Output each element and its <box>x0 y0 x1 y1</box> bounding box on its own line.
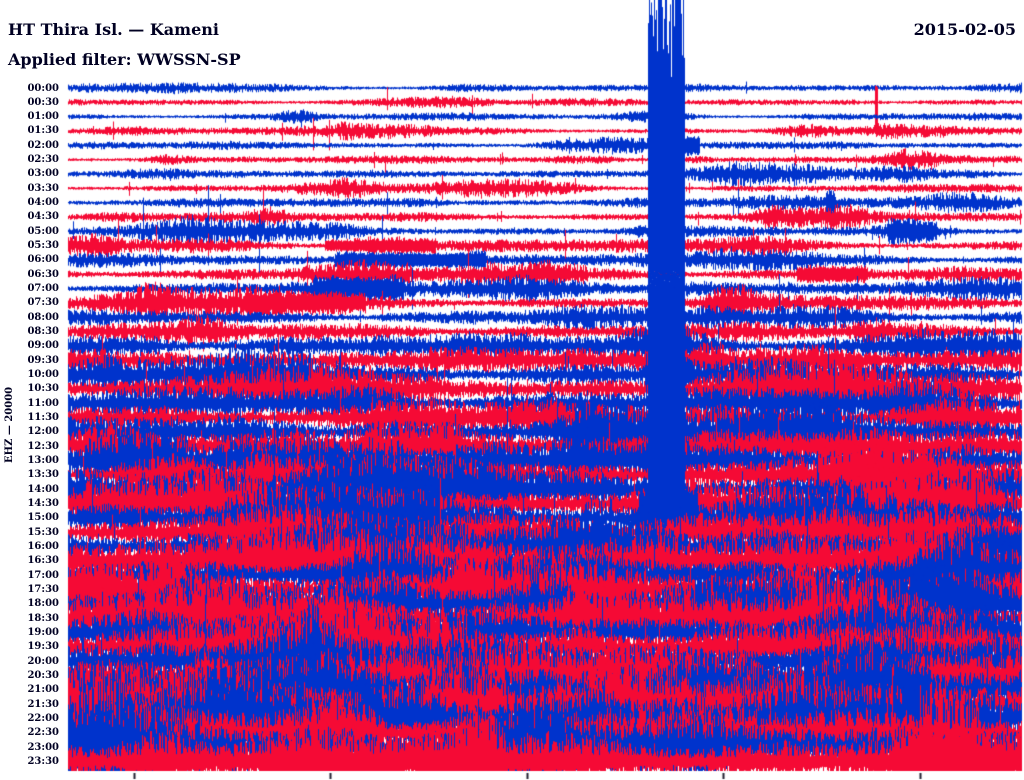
time-label: 21:00 <box>27 684 59 696</box>
time-label: 11:30 <box>27 412 59 424</box>
time-label: 14:30 <box>27 498 59 510</box>
time-label: 15:00 <box>27 512 59 524</box>
time-label: 05:30 <box>27 240 59 252</box>
time-label: 19:30 <box>27 641 59 653</box>
time-label: 19:00 <box>27 627 59 639</box>
time-label: 04:30 <box>27 211 59 223</box>
time-label: 17:00 <box>27 569 59 581</box>
time-label: 08:30 <box>27 326 59 338</box>
time-label: 12:30 <box>27 440 59 452</box>
time-label: 13:30 <box>27 469 59 481</box>
time-label: 23:00 <box>27 741 59 753</box>
time-label: 12:00 <box>27 426 59 438</box>
time-label: 13:00 <box>27 455 59 467</box>
time-label: 08:00 <box>27 311 59 323</box>
time-label: 16:00 <box>27 541 59 553</box>
time-label: 09:30 <box>27 354 59 366</box>
time-label: 17:30 <box>27 584 59 596</box>
time-label: 05:00 <box>27 225 59 237</box>
time-label: 00:30 <box>27 96 59 108</box>
time-label: 06:30 <box>27 268 59 280</box>
time-label: 03:30 <box>27 182 59 194</box>
record-date: 2015-02-05 <box>913 20 1016 39</box>
time-label: 15:30 <box>27 526 59 538</box>
station-title: HT Thira Isl. — Kameni <box>8 20 219 39</box>
time-label: 00:00 <box>27 82 59 94</box>
filter-label: Applied filter: WWSSN-SP <box>8 50 241 69</box>
time-label: 16:30 <box>27 555 59 567</box>
time-label: 01:30 <box>27 125 59 137</box>
time-label: 18:30 <box>27 612 59 624</box>
time-label: 20:00 <box>27 655 59 667</box>
time-label: 14:00 <box>27 483 59 495</box>
time-label: 01:00 <box>27 111 59 123</box>
time-label: 10:30 <box>27 383 59 395</box>
time-label: 07:00 <box>27 283 59 295</box>
time-label: 18:00 <box>27 598 59 610</box>
time-label: 11:00 <box>27 397 59 409</box>
time-label: 02:00 <box>27 139 59 151</box>
time-label: 21:30 <box>27 698 59 710</box>
time-label: 22:00 <box>27 713 59 725</box>
time-label: 22:30 <box>27 727 59 739</box>
time-label: 10:00 <box>27 369 59 381</box>
time-label: 03:00 <box>27 168 59 180</box>
time-label: 06:00 <box>27 254 59 266</box>
time-label: 09:00 <box>27 340 59 352</box>
time-label: 07:30 <box>27 297 59 309</box>
time-label: 02:30 <box>27 154 59 166</box>
time-label: 20:30 <box>27 670 59 682</box>
time-label: 04:00 <box>27 197 59 209</box>
time-axis: 00:00 00:30 01:00 01:30 02:00 02:30 03:00 03:30… <box>0 0 63 780</box>
time-label: 23:30 <box>27 756 59 768</box>
